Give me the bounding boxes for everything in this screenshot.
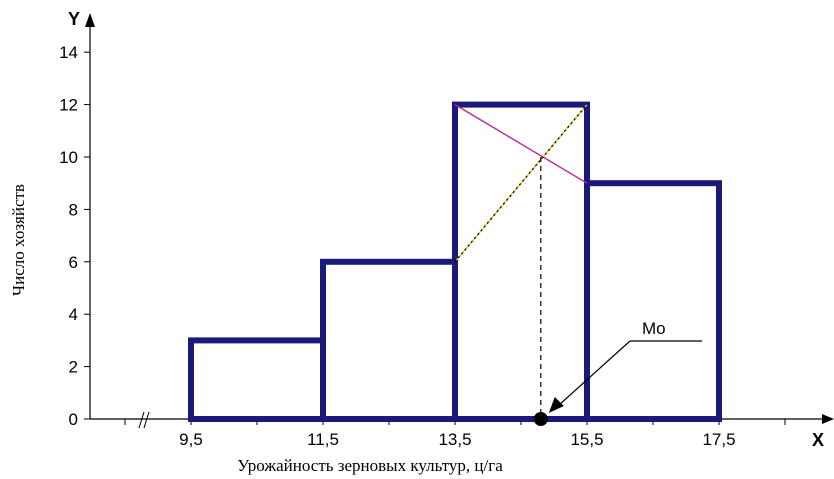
histogram-bar: [584, 180, 722, 422]
x-axis-letter: X: [812, 430, 824, 450]
mode-construction: [454, 103, 702, 426]
y-tick-label: 6: [69, 253, 78, 272]
x-tick-label: 17,5: [702, 430, 735, 449]
y-tick-label: 8: [69, 200, 78, 219]
x-axis-title: Урожайность зерновых культур, ц/га: [237, 456, 503, 475]
x-axis-arrow: [822, 414, 834, 424]
y-tick-label: 10: [59, 148, 78, 167]
mode-leader-line: [556, 340, 631, 408]
y-tick-label: 0: [69, 410, 78, 429]
histogram-bars: [188, 101, 722, 422]
y-axis-letter: Y: [68, 9, 80, 29]
tick-labels: 0 2 4 6 8 10 12 14 9,5 11,5 13,5 15,5 17,5: [59, 43, 735, 449]
mode-point: [533, 412, 548, 426]
diagonal-line: [454, 103, 588, 184]
x-tick-label: 9,5: [179, 430, 203, 449]
x-tick-label: 15,5: [570, 430, 603, 449]
diagonal-line: [454, 104, 588, 263]
mode-arrow-head: [548, 397, 564, 413]
histogram-bar: [188, 337, 326, 422]
histogram-bar: [320, 258, 458, 422]
x-tick-label: 13,5: [438, 430, 471, 449]
y-tick-label: 4: [69, 305, 78, 324]
y-tick-label: 12: [59, 96, 78, 115]
axis-break-line: [138, 411, 145, 429]
histogram-bar: [452, 101, 590, 422]
x-tick-label: 11,5: [307, 430, 339, 449]
y-axis-arrow: [85, 13, 95, 27]
mode-label: Mo: [642, 319, 666, 338]
y-tick-label: 2: [69, 358, 78, 377]
axis-break-mark: [138, 411, 150, 429]
y-axis-title: Число хозяйств: [9, 184, 28, 296]
axis-break-line: [143, 411, 150, 429]
y-tick-label: 14: [59, 43, 78, 62]
